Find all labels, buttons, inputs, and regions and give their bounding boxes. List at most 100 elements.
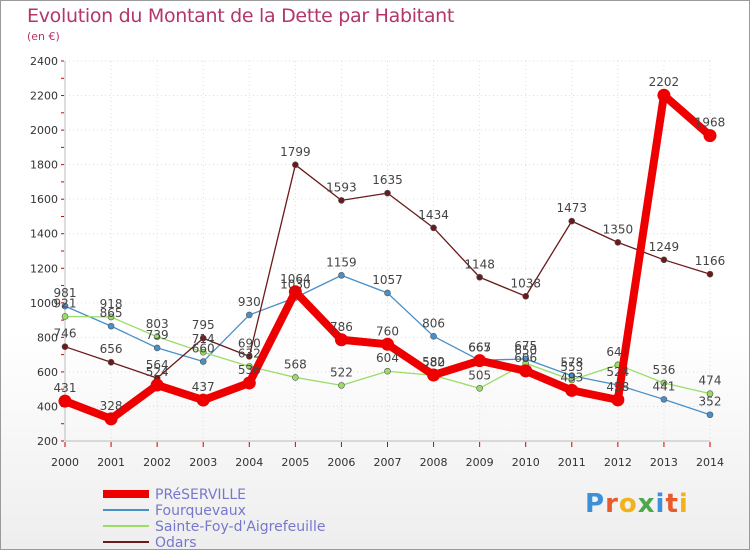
data-label-pr-serville: 760 xyxy=(376,324,399,338)
data-label-odars: 1473 xyxy=(557,201,588,215)
logo-letter: P xyxy=(585,489,606,519)
data-label-sainte-foy-d-aigrefeuille: 522 xyxy=(330,365,353,379)
data-label-pr-serville: 665 xyxy=(468,341,491,355)
data-label-pr-serville: 328 xyxy=(100,399,123,413)
logo-letter: r xyxy=(605,489,619,519)
data-label-odars: 1593 xyxy=(326,180,357,194)
data-label-fourquevaux: 806 xyxy=(422,316,445,330)
y-tick-label: 800 xyxy=(37,331,58,344)
point-pr-serville xyxy=(288,285,302,299)
data-label-fourquevaux: 524 xyxy=(606,365,629,379)
point-fourquevaux xyxy=(660,396,668,403)
point-odars xyxy=(338,197,345,204)
unit-note: (en €) xyxy=(27,30,60,43)
point-pr-serville xyxy=(150,378,164,392)
x-tick-label: 2004 xyxy=(235,456,263,469)
data-label-sainte-foy-d-aigrefeuille: 568 xyxy=(284,357,307,371)
data-label-sainte-foy-d-aigrefeuille: 580 xyxy=(422,355,445,369)
point-odars xyxy=(292,161,299,169)
point-fourquevaux xyxy=(430,333,437,340)
x-tick-label: 2005 xyxy=(281,456,309,469)
data-label-sainte-foy-d-aigrefeuille: 803 xyxy=(146,317,169,331)
point-pr-serville xyxy=(196,393,210,407)
data-label-sainte-foy-d-aigrefeuille: 650 xyxy=(514,343,537,357)
x-tick-label: 2006 xyxy=(327,456,355,469)
point-odars xyxy=(568,217,576,225)
data-label-odars: 1799 xyxy=(280,145,311,159)
point-odars xyxy=(61,343,69,350)
data-label-sainte-foy-d-aigrefeuille: 921 xyxy=(54,296,77,310)
data-label-pr-serville: 582 xyxy=(422,355,445,369)
x-tick-label: 2000 xyxy=(51,456,79,469)
data-label-pr-serville: 437 xyxy=(192,380,215,394)
point-sainte-foy-d-aigrefeuille xyxy=(199,348,207,356)
point-pr-serville xyxy=(657,88,671,102)
data-label-odars: 1434 xyxy=(418,208,449,222)
point-odars xyxy=(476,273,483,281)
point-sainte-foy-d-aigrefeuille xyxy=(706,390,714,397)
data-label-odars: 1635 xyxy=(372,173,403,187)
point-odars xyxy=(522,292,530,300)
y-tick-label: 1800 xyxy=(30,159,58,172)
data-label-fourquevaux: 1057 xyxy=(372,273,403,287)
data-label-fourquevaux: 352 xyxy=(699,395,722,409)
point-fourquevaux xyxy=(706,411,714,419)
data-label-pr-serville: 536 xyxy=(238,363,261,377)
data-label-sainte-foy-d-aigrefeuille: 505 xyxy=(468,368,491,382)
point-odars xyxy=(245,353,253,360)
point-pr-serville xyxy=(519,364,533,378)
data-label-sainte-foy-d-aigrefeuille: 553 xyxy=(560,360,583,374)
data-label-fourquevaux: 1159 xyxy=(326,255,357,269)
x-tick-label: 2013 xyxy=(650,456,678,469)
point-sainte-foy-d-aigrefeuille xyxy=(153,333,161,341)
data-label-fourquevaux: 441 xyxy=(652,379,675,393)
point-odars xyxy=(384,189,391,197)
data-label-pr-serville: 524 xyxy=(146,365,169,379)
data-label-sainte-foy-d-aigrefeuille: 604 xyxy=(376,351,399,365)
logo-letter: t xyxy=(665,489,679,519)
data-label-pr-serville: 438 xyxy=(606,380,629,394)
y-tick-label: 2000 xyxy=(30,124,58,137)
y-tick-label: 2200 xyxy=(30,90,58,103)
x-tick-label: 2014 xyxy=(696,456,724,469)
data-label-odars: 1249 xyxy=(649,240,680,254)
x-tick-label: 2002 xyxy=(143,456,171,469)
point-sainte-foy-d-aigrefeuille xyxy=(61,313,69,320)
point-fourquevaux xyxy=(384,289,391,297)
data-label-sainte-foy-d-aigrefeuille: 918 xyxy=(100,297,123,311)
data-label-odars: 1350 xyxy=(603,222,634,236)
x-tick-label: 2012 xyxy=(604,456,632,469)
data-label-fourquevaux: 1030 xyxy=(280,278,311,292)
chart-title: Evolution du Montant de la Dette par Hab… xyxy=(27,5,455,27)
data-label-fourquevaux: 981 xyxy=(54,286,77,300)
point-pr-serville xyxy=(703,129,717,143)
point-odars xyxy=(199,334,207,342)
data-label-fourquevaux: 865 xyxy=(100,306,123,320)
data-label-fourquevaux: 578 xyxy=(560,356,583,370)
point-odars xyxy=(107,358,115,366)
point-pr-serville xyxy=(104,412,118,426)
point-sainte-foy-d-aigrefeuille xyxy=(107,313,115,321)
data-label-pr-serville: 493 xyxy=(560,370,583,384)
point-pr-serville xyxy=(242,376,256,390)
point-pr-serville xyxy=(565,383,579,397)
y-tick-label: 2400 xyxy=(30,55,58,68)
y-tick-label: 400 xyxy=(37,400,58,413)
data-label-pr-serville: 1968 xyxy=(695,116,726,130)
data-label-pr-serville: 786 xyxy=(330,320,353,334)
data-label-odars: 1038 xyxy=(510,276,541,290)
point-pr-serville xyxy=(427,368,441,382)
data-label-fourquevaux: 930 xyxy=(238,295,261,309)
x-tick-label: 2011 xyxy=(558,456,586,469)
x-tick-label: 2008 xyxy=(420,456,448,469)
data-label-fourquevaux: 739 xyxy=(146,328,169,342)
point-fourquevaux xyxy=(153,344,161,352)
legend-label: PRéSERVILLE xyxy=(155,487,246,503)
point-fourquevaux xyxy=(338,272,345,279)
logo-letter: i xyxy=(655,489,666,519)
point-fourquevaux xyxy=(61,302,69,310)
data-label-odars: 1148 xyxy=(464,257,495,271)
point-odars xyxy=(706,270,714,278)
proxiti-logo: Proxiti xyxy=(585,489,689,519)
